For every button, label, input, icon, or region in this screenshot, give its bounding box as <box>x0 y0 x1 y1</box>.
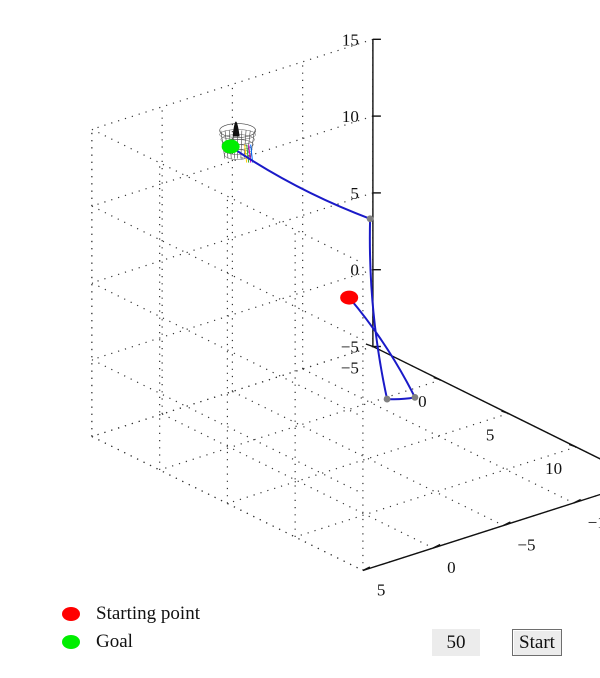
grid-line <box>91 38 374 130</box>
x-tick <box>568 443 577 448</box>
grid-line <box>294 446 577 538</box>
grid-line <box>91 192 374 284</box>
grid-line <box>91 282 364 418</box>
waypoint-marker <box>383 395 391 403</box>
legend: Starting point Goal <box>62 600 200 656</box>
grid-line <box>159 379 441 471</box>
grid-lines <box>91 38 600 572</box>
z-tick-label: −5 <box>341 338 359 357</box>
goal-point-marker <box>221 139 240 154</box>
x-tick-label: 0 <box>418 392 427 411</box>
x-tick-label: 10 <box>545 459 562 478</box>
x-tick <box>365 343 374 348</box>
obstacle-spike <box>232 121 240 137</box>
y-tick-label: −10 <box>588 513 600 532</box>
iteration-counter: 50 <box>432 629 480 656</box>
grid-line <box>227 412 509 505</box>
grid-line <box>91 345 374 438</box>
start-point-marker <box>340 290 359 305</box>
grid-line <box>362 493 600 572</box>
y-tick <box>503 521 511 527</box>
legend-marker-start <box>62 607 80 621</box>
z-tick-label: 0 <box>350 261 359 280</box>
axes <box>362 38 600 572</box>
y-tick-label: 0 <box>447 558 456 577</box>
trajectory-line <box>230 145 417 401</box>
z-tick-label: 5 <box>350 184 359 203</box>
grid-line <box>161 413 434 549</box>
obstacle-mesh <box>219 121 256 163</box>
grid-line <box>372 345 600 460</box>
grid-line <box>91 115 374 207</box>
y-tick <box>362 566 371 572</box>
legend-label-start: Starting point <box>96 603 200 624</box>
grid-line <box>302 368 574 504</box>
y-tick-label: 5 <box>377 581 386 600</box>
y-tick-label: −5 <box>517 536 535 555</box>
obstacle-wire <box>250 130 255 159</box>
start-button[interactable]: Start <box>512 629 562 656</box>
obstacle-marker <box>246 144 250 163</box>
waypoint-marker <box>411 394 419 401</box>
x-tick-label: 5 <box>486 426 495 445</box>
legend-item-start: Starting point <box>62 600 200 628</box>
x-tick <box>433 376 441 381</box>
data-layer <box>219 121 419 403</box>
obstacle-marker <box>244 144 248 163</box>
x-tick-label: −5 <box>341 359 359 378</box>
z-tick-label: 10 <box>342 107 359 126</box>
y-tick <box>432 543 441 549</box>
legend-label-goal: Goal <box>96 631 133 652</box>
x-tick <box>501 410 509 415</box>
tick-labels: −5 0 5 10 5 0 −5 −10 15 10 5 0 −5 <box>341 30 600 599</box>
plot-3d: −5 0 5 10 5 0 −5 −10 15 10 5 0 −5 <box>91 30 600 600</box>
legend-marker-goal <box>62 635 80 649</box>
y-tick <box>573 498 581 504</box>
grid-line <box>232 390 504 527</box>
waypoint-marker <box>366 215 374 223</box>
y-axis-line <box>362 493 600 572</box>
z-tick-label: 15 <box>342 30 359 49</box>
x-axis-line <box>372 345 600 460</box>
grid-line <box>91 269 374 361</box>
legend-item-goal: Goal <box>62 628 200 656</box>
